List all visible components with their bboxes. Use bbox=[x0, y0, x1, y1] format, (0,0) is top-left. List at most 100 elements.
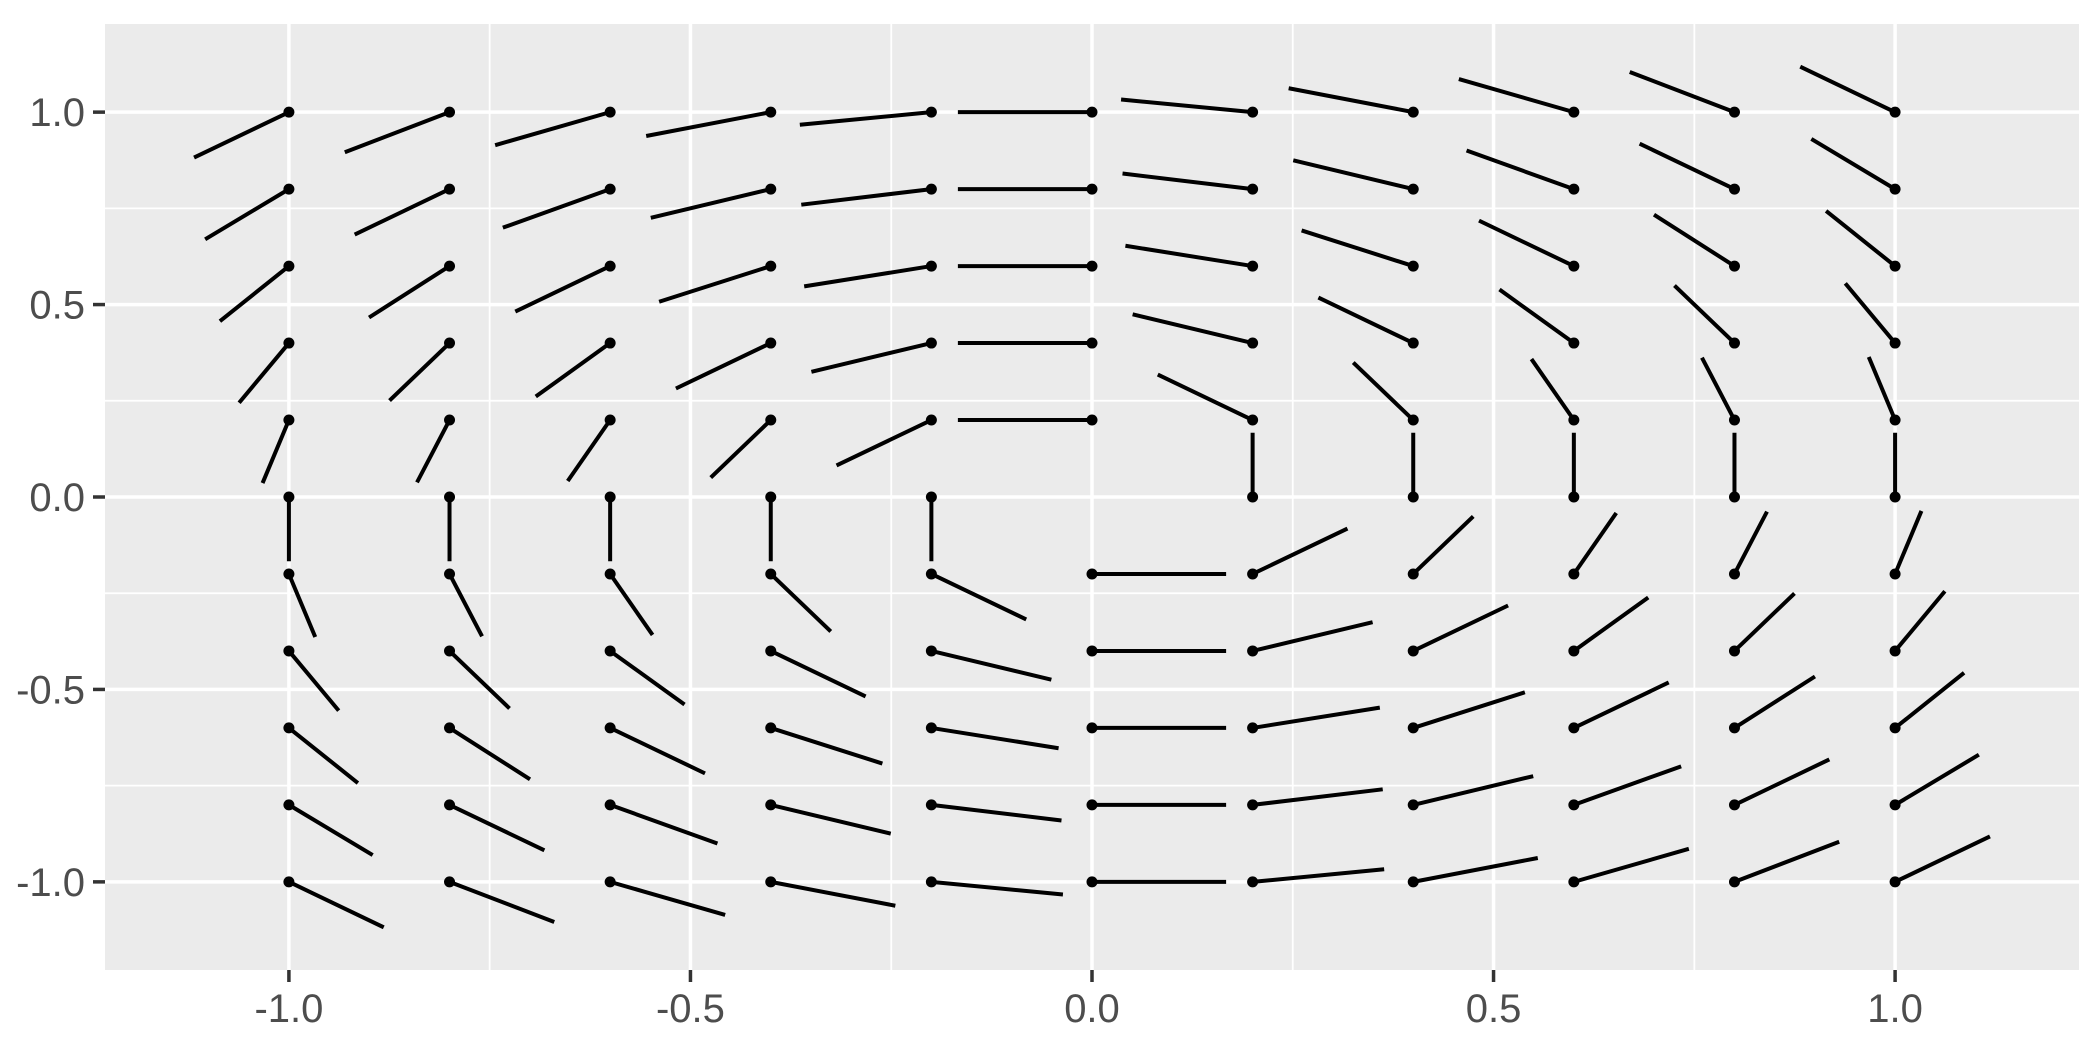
field-segment bbox=[1412, 774, 1534, 807]
field-segment bbox=[770, 879, 896, 908]
field-point bbox=[765, 414, 777, 426]
field-point bbox=[1247, 183, 1259, 195]
field-point bbox=[283, 414, 295, 426]
field-point bbox=[283, 645, 295, 657]
field-point bbox=[1407, 645, 1419, 657]
field-point bbox=[1407, 260, 1419, 272]
field-point bbox=[1247, 260, 1259, 272]
field-point bbox=[604, 260, 616, 272]
field-point bbox=[604, 645, 616, 657]
field-point bbox=[444, 337, 456, 349]
field-point bbox=[1086, 106, 1098, 118]
field-point bbox=[765, 799, 777, 811]
field-segment bbox=[1638, 141, 1736, 191]
field-point bbox=[604, 722, 616, 734]
field-point bbox=[1407, 491, 1419, 503]
field-point bbox=[1407, 722, 1419, 734]
field-point bbox=[283, 260, 295, 272]
field-point bbox=[1889, 414, 1901, 426]
field-segment bbox=[1799, 64, 1896, 114]
field-point bbox=[1889, 337, 1901, 349]
field-point bbox=[1889, 260, 1901, 272]
x-axis-tick-label: 0.5 bbox=[1466, 987, 1522, 1031]
field-segment bbox=[1843, 282, 1897, 345]
field-segment bbox=[650, 187, 772, 220]
field-point bbox=[1247, 722, 1259, 734]
field-point bbox=[1728, 722, 1740, 734]
field-segment bbox=[1251, 526, 1349, 576]
field-point bbox=[1728, 491, 1740, 503]
field-point bbox=[1247, 337, 1259, 349]
field-point bbox=[1247, 799, 1259, 811]
field-point bbox=[765, 337, 777, 349]
field-point bbox=[1568, 337, 1580, 349]
field-point bbox=[444, 645, 456, 657]
field-point bbox=[1728, 876, 1740, 888]
field-segment bbox=[675, 341, 772, 391]
field-segment bbox=[1411, 515, 1475, 576]
field-point bbox=[604, 491, 616, 503]
field-point bbox=[1407, 876, 1419, 888]
field-point bbox=[283, 337, 295, 349]
field-point bbox=[1889, 106, 1901, 118]
field-segment bbox=[1292, 158, 1414, 192]
field-segment bbox=[1732, 510, 1769, 575]
field-point bbox=[1086, 337, 1098, 349]
field-segment bbox=[1529, 357, 1576, 422]
field-segment bbox=[1700, 356, 1737, 421]
field-segment bbox=[799, 110, 932, 127]
field-segment bbox=[1300, 228, 1414, 268]
field-point bbox=[1086, 799, 1098, 811]
field-point bbox=[444, 106, 456, 118]
field-segment bbox=[609, 879, 726, 917]
field-point bbox=[1728, 568, 1740, 580]
field-point bbox=[1568, 183, 1580, 195]
field-point bbox=[1889, 722, 1901, 734]
field-point bbox=[1247, 568, 1259, 580]
field-point bbox=[604, 337, 616, 349]
field-point bbox=[1247, 414, 1259, 426]
field-point bbox=[765, 183, 777, 195]
field-point bbox=[925, 183, 937, 195]
field-segment bbox=[769, 649, 867, 699]
field-segment bbox=[1252, 787, 1383, 807]
field-point bbox=[765, 645, 777, 657]
field-segment bbox=[1629, 70, 1736, 115]
field-point bbox=[1086, 414, 1098, 426]
field-point bbox=[1407, 414, 1419, 426]
x-axis-tick-label: -1.0 bbox=[254, 987, 323, 1031]
field-point bbox=[765, 260, 777, 272]
field-point bbox=[765, 876, 777, 888]
field-point bbox=[283, 722, 295, 734]
field-segment bbox=[1810, 137, 1897, 191]
field-segment bbox=[801, 187, 932, 207]
field-point bbox=[765, 722, 777, 734]
x-axis-tick-label: -0.5 bbox=[656, 987, 725, 1031]
y-axis-tick-label: 0.5 bbox=[29, 284, 85, 328]
field-segment bbox=[608, 649, 686, 707]
field-segment bbox=[803, 264, 932, 289]
field-segment bbox=[1458, 77, 1575, 115]
field-point bbox=[444, 722, 456, 734]
field-point bbox=[1247, 645, 1259, 657]
field-point bbox=[444, 876, 456, 888]
field-segment bbox=[1824, 209, 1897, 268]
field-point bbox=[1407, 337, 1419, 349]
field-point bbox=[1247, 106, 1259, 118]
field-segment bbox=[288, 880, 385, 930]
field-segment bbox=[415, 419, 452, 484]
field-segment bbox=[769, 572, 833, 633]
field-point bbox=[283, 568, 295, 580]
x-axis-tick-label: 0.0 bbox=[1064, 987, 1120, 1031]
field-point bbox=[444, 491, 456, 503]
field-segment bbox=[388, 341, 451, 402]
field-point bbox=[1728, 183, 1740, 195]
field-segment bbox=[287, 649, 341, 712]
field-segment bbox=[709, 418, 773, 479]
field-point bbox=[925, 799, 937, 811]
field-segment bbox=[770, 726, 884, 766]
field-segment bbox=[287, 573, 318, 638]
field-segment bbox=[1156, 372, 1254, 422]
field-point bbox=[604, 799, 616, 811]
field-segment bbox=[609, 726, 706, 776]
